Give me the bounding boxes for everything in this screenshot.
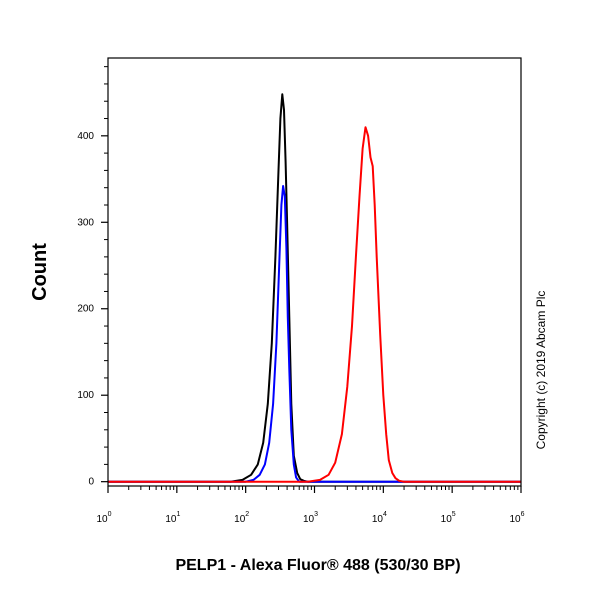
x-tick-label: 104: [372, 511, 387, 525]
copyright-annotation: Copyright (c) 2019 Abcam Plc: [534, 291, 548, 450]
x-tick-label: 105: [441, 511, 456, 525]
y-tick-label: 400: [77, 131, 94, 142]
y-tick-label: 0: [88, 477, 94, 488]
x-minor-ticks: [128, 486, 519, 490]
series-line-2: [108, 185, 521, 483]
x-tick-label: 101: [165, 511, 180, 525]
y-tick-label: 200: [77, 304, 94, 315]
plot-area: [108, 93, 521, 483]
x-tick-label: 106: [509, 511, 524, 525]
y-tick-label: 100: [77, 390, 94, 401]
x-tick-label: 100: [96, 511, 111, 525]
series-line-1: [108, 93, 521, 483]
y-minor-ticks: [104, 66, 108, 465]
x-tick-label: 103: [303, 511, 318, 525]
x-tick-label: 102: [234, 511, 249, 525]
x-major-ticks: 100 101 102 103 104 105 106: [96, 486, 525, 525]
y-axis-title: Count: [29, 243, 51, 301]
x-axis-title: PELP1 - Alexa Fluor® 488 (530/30 BP): [175, 557, 460, 574]
y-tick-label: 300: [77, 217, 94, 228]
series-line-3: [108, 126, 521, 483]
plot-frame: [107, 57, 522, 487]
y-major-ticks: 0 100 200 300 400: [77, 131, 108, 488]
